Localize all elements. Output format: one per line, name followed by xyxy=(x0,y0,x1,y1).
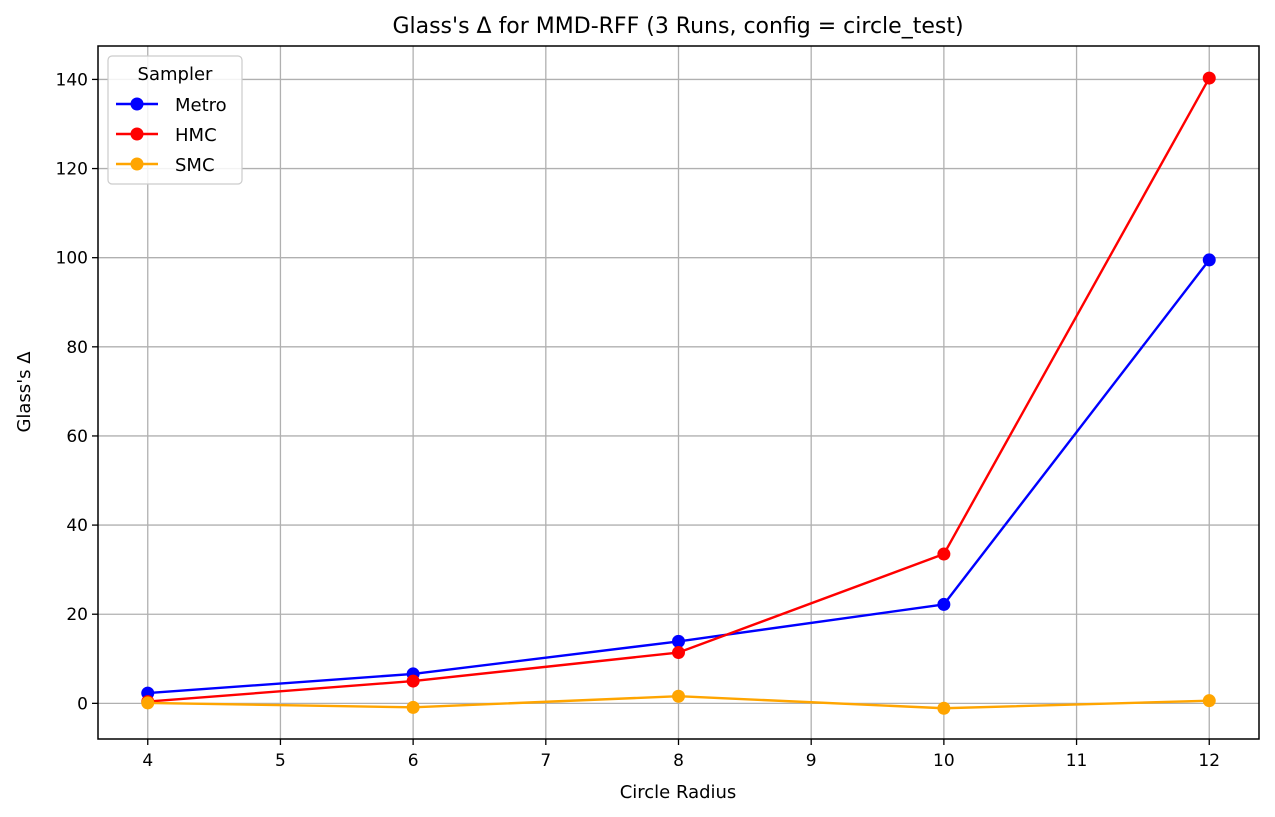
y-axis-label: Glass's Δ xyxy=(14,351,35,433)
hmc-data-point xyxy=(672,646,685,660)
metro-data-point xyxy=(937,597,951,611)
legend-box xyxy=(107,55,243,185)
smc-data-point xyxy=(672,689,685,703)
y-tick-label: 0 xyxy=(77,694,88,714)
y-axis-ticks: 0 20 40 60 80 100 120 140 xyxy=(56,70,98,714)
hmc-legend-label: HMC xyxy=(175,125,217,146)
x-tick-label: 4 xyxy=(142,751,153,771)
hmc-data-point xyxy=(406,674,420,688)
x-tick-label: 7 xyxy=(540,751,551,771)
y-tick-label: 60 xyxy=(66,427,88,447)
y-tick-label: 80 xyxy=(66,338,88,358)
metro-data-point xyxy=(1202,253,1216,267)
x-tick-label: 12 xyxy=(1198,751,1220,771)
x-tick-label: 10 xyxy=(933,751,955,771)
y-tick-label: 140 xyxy=(56,70,88,90)
x-tick-label: 6 xyxy=(408,751,419,771)
smc-data-point xyxy=(141,696,155,710)
grid-lines xyxy=(98,46,1259,739)
y-tick-label: 20 xyxy=(66,605,88,625)
chart-title: Glass's Δ for MMD-RFF (3 Runs, config = … xyxy=(392,14,963,39)
hmc-data-point xyxy=(1202,71,1216,85)
y-tick-label: 40 xyxy=(66,516,88,536)
hmc-legend-marker xyxy=(130,127,144,141)
legend-title: Sampler xyxy=(138,64,213,85)
legend: Sampler Metro HMC SMC xyxy=(107,55,243,185)
x-tick-label: 5 xyxy=(275,751,286,771)
x-tick-label: 9 xyxy=(806,751,817,771)
x-axis-label: Circle Radius xyxy=(620,782,737,803)
smc-legend-marker xyxy=(130,157,144,171)
legend-entries: Metro HMC SMC xyxy=(116,95,227,176)
metro-data-point xyxy=(672,634,685,648)
smc-data-point xyxy=(937,701,951,715)
y-tick-label: 100 xyxy=(56,249,88,269)
hmc-data-point xyxy=(937,547,951,561)
x-tick-label: 11 xyxy=(1066,751,1088,771)
series-layer xyxy=(141,71,1216,715)
metro-legend-marker xyxy=(130,97,144,111)
smc-legend-label: SMC xyxy=(175,155,215,176)
x-axis-ticks: 4 5 6 7 8 9 10 11 12 xyxy=(142,739,1220,771)
x-tick-label: 8 xyxy=(673,751,684,771)
smc-data-point xyxy=(406,700,420,714)
smc-data-point xyxy=(1202,694,1216,708)
metro-legend-label: Metro xyxy=(175,95,227,116)
y-tick-label: 120 xyxy=(56,160,88,180)
